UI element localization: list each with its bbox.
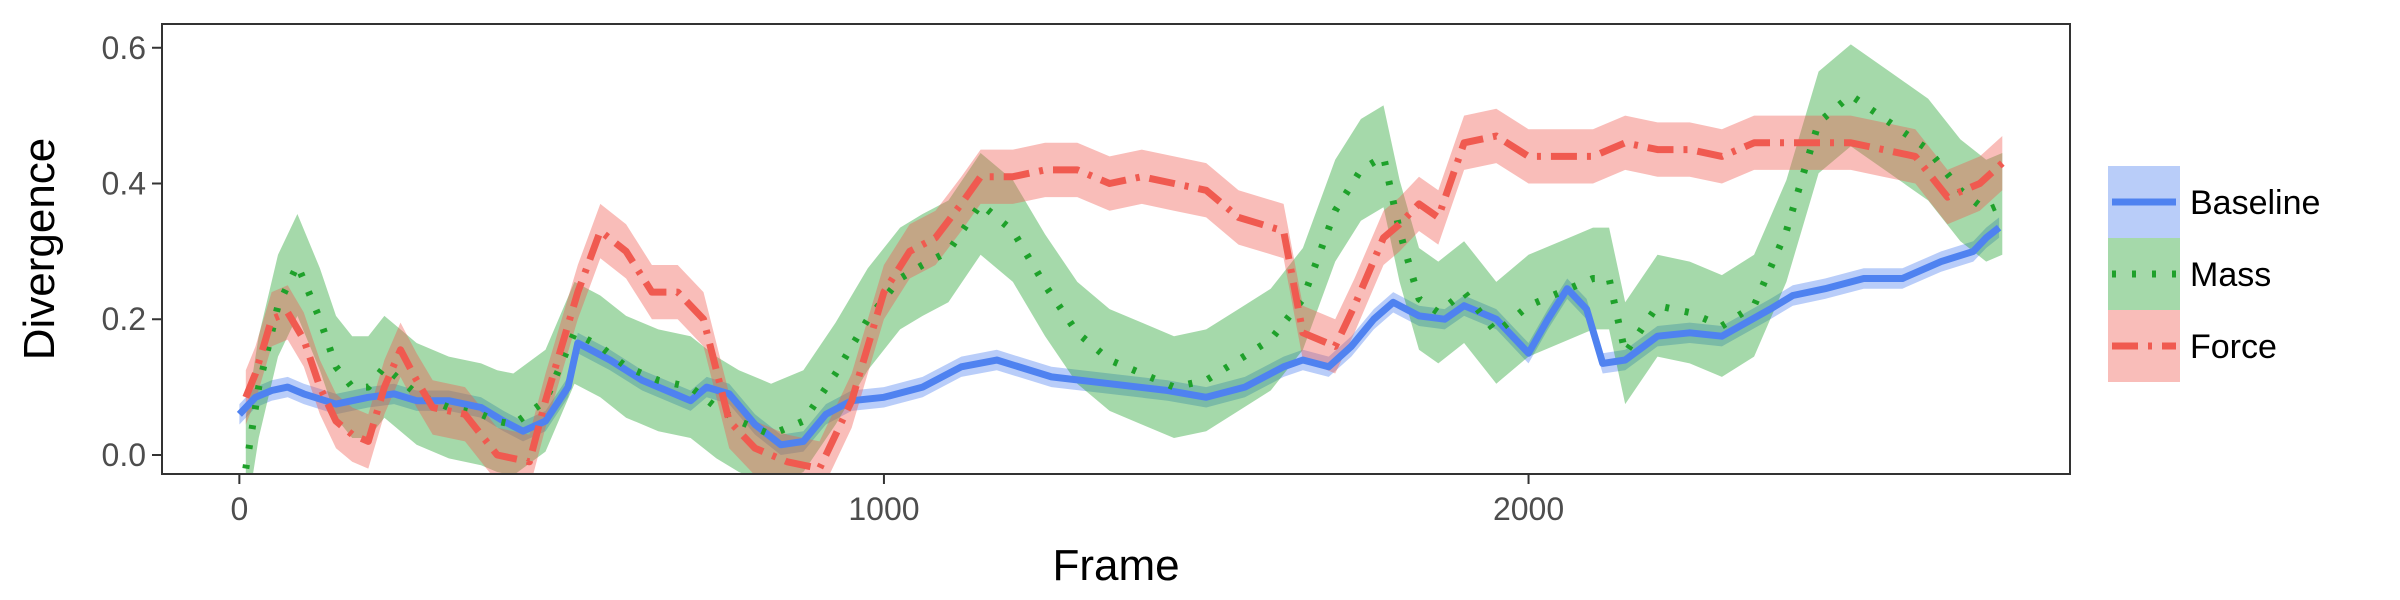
- force-legend-label: Force: [2190, 328, 2277, 366]
- baseline-legend-label: Baseline: [2190, 184, 2320, 222]
- y-tick-label: 0.0: [102, 437, 146, 473]
- y-axis: 0.0 0.2 0.4 0.6: [102, 30, 162, 473]
- y-tick-label: 0.6: [102, 30, 146, 66]
- x-axis-title: Frame: [1052, 541, 1179, 590]
- legend-item-mass: Mass: [2108, 238, 2271, 310]
- y-axis-title: Divergence: [15, 138, 64, 361]
- plot-background: [162, 24, 2070, 474]
- x-tick-label: 1000: [848, 491, 919, 527]
- series-lines: [236, 91, 2005, 473]
- plot-panel-border: [161, 23, 2071, 475]
- x-tick-label: 2000: [1493, 491, 1564, 527]
- y-tick-label: 0.4: [102, 166, 146, 202]
- legend-item-force: Force: [2108, 310, 2277, 382]
- mass-confidence-band: [245, 44, 2003, 474]
- x-axis: 0 1000 2000: [230, 474, 1564, 527]
- y-tick-label: 0.2: [102, 301, 146, 337]
- legend: Baseline Mass Force: [2108, 166, 2320, 382]
- baseline-line: [236, 224, 2002, 449]
- legend-item-baseline: Baseline: [2108, 166, 2320, 238]
- x-tick-label: 0: [230, 491, 248, 527]
- force-line: [242, 132, 2005, 473]
- mass-legend-label: Mass: [2190, 256, 2271, 294]
- mass-legend-swatch: [2108, 238, 2180, 310]
